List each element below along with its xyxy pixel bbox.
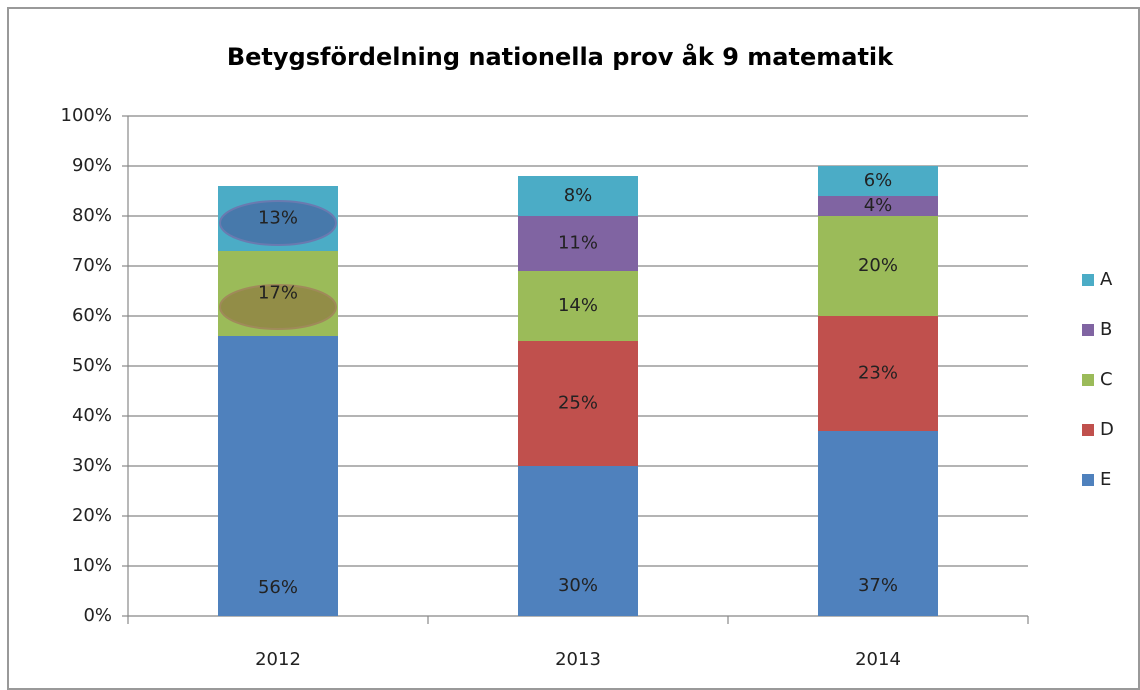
data-label: 14% (558, 295, 598, 316)
bar-segment (818, 316, 938, 431)
legend-label: C (1100, 369, 1113, 390)
data-label: 25% (558, 393, 598, 414)
x-tick-label: 2013 (555, 649, 601, 670)
x-tick-label: 2014 (855, 649, 901, 670)
legend-label: B (1100, 319, 1112, 340)
bar-segment (518, 271, 638, 341)
bar-segment (518, 341, 638, 466)
legend-swatch (1082, 374, 1094, 386)
y-tick-label: 90% (72, 155, 112, 176)
bar-segment (218, 336, 338, 616)
y-tick-label: 50% (72, 355, 112, 376)
data-label: 4% (864, 195, 893, 216)
y-tick-label: 100% (61, 105, 112, 126)
chart-title: Betygsfördelning nationella prov åk 9 ma… (227, 42, 894, 71)
x-tick-label: 2012 (255, 649, 301, 670)
bar-segment (818, 216, 938, 316)
legend-swatch (1082, 424, 1094, 436)
highlight-ellipse (219, 200, 337, 246)
y-tick-label: 20% (72, 505, 112, 526)
legend-label: D (1100, 419, 1114, 440)
bar-segment (818, 196, 938, 216)
y-tick-label: 40% (72, 405, 112, 426)
y-tick-label: 0% (83, 605, 112, 626)
data-label: 6% (864, 170, 893, 191)
bar-segment (518, 176, 638, 216)
legend-swatch (1082, 324, 1094, 336)
bar-segment (518, 216, 638, 271)
bars (218, 166, 938, 616)
legend-swatch (1082, 474, 1094, 486)
bar-segment (518, 466, 638, 616)
legend-swatch (1082, 274, 1094, 286)
legend-label: A (1100, 269, 1113, 290)
data-label: 37% (858, 575, 898, 596)
y-tick-label: 30% (72, 455, 112, 476)
bar-segment (818, 431, 938, 616)
data-label: 30% (558, 575, 598, 596)
y-tick-label: 70% (72, 255, 112, 276)
data-label: 56% (258, 577, 298, 598)
y-tick-label: 80% (72, 205, 112, 226)
data-label: 20% (858, 255, 898, 276)
highlight-ellipse (219, 284, 337, 330)
legend-label: E (1100, 469, 1111, 490)
data-label: 13% (258, 208, 298, 229)
bar-segment (818, 166, 938, 196)
data-label: 8% (564, 185, 593, 206)
data-label: 17% (258, 283, 298, 304)
labels: 2012 56% 17% 13% 2013 30% 25% 14% 11% 8% 2014 37% 23… (255, 170, 1114, 670)
y-tick-label: 10% (72, 555, 112, 576)
y-tick-label: 60% (72, 305, 112, 326)
data-label: 23% (858, 363, 898, 384)
data-label: 11% (558, 233, 598, 254)
